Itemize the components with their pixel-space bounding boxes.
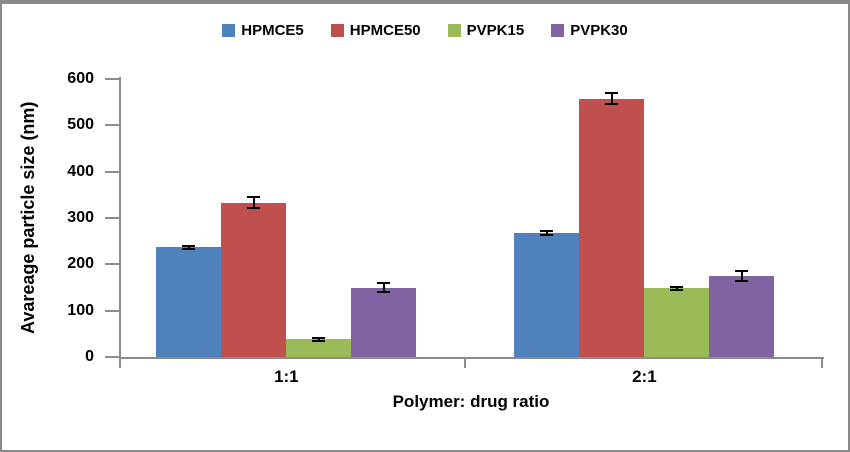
error-bar [675, 287, 678, 290]
y-tick-mark [105, 217, 120, 219]
y-tick-mark [105, 309, 120, 312]
y-axis-line [119, 77, 121, 359]
error-bar [252, 197, 255, 209]
error-bar [317, 337, 320, 342]
legend-item-pvpk30: PVPK30 [551, 22, 628, 39]
y-tick-mark [105, 263, 120, 266]
bar-pvpk15-1to1 [286, 339, 352, 357]
legend-item-pvpk15: PVPK15 [447, 22, 525, 39]
legend-label: HPMCE5 [241, 22, 304, 39]
x-axis-title: Polymer: drug ratio [392, 392, 550, 411]
y-tick-label: 500 [67, 116, 94, 134]
legend-swatch-icon [447, 24, 461, 37]
y-tick-label: 300 [67, 209, 94, 226]
legend-label: HPMCE50 [349, 22, 421, 39]
y-tick-label: 600 [67, 70, 94, 87]
x-category-label: 2:1 [632, 367, 657, 386]
bar-hpmce50-1to1 [221, 202, 287, 357]
x-category-label: 1:1 [274, 367, 299, 386]
legend-swatch-icon [330, 24, 344, 37]
y-tick-mark [105, 78, 120, 80]
error-bar [610, 93, 613, 105]
x-tick-mark [464, 357, 467, 368]
chart-legend: HPMCE5 HPMCE50 PVPK15 PVPK30 [2, 22, 848, 39]
bar-pvpk30-1to1 [351, 287, 417, 357]
error-bar-cap [735, 280, 749, 282]
bar-hpmce5-1to1 [156, 247, 222, 357]
error-bar-cap [182, 244, 196, 247]
error-bar-cap [540, 233, 554, 236]
error-bar-cap [377, 291, 391, 294]
legend-label: PVPK15 [466, 22, 525, 39]
error-bar-cap [670, 288, 684, 291]
error-bar-cap [182, 247, 196, 250]
error-bar-cap [247, 207, 261, 210]
error-bar-cap [540, 229, 554, 232]
error-bar-cap [312, 340, 326, 343]
error-bar [382, 282, 385, 293]
error-bar-cap [247, 196, 261, 199]
error-bar [545, 230, 548, 235]
error-bar [740, 270, 743, 281]
error-bar [187, 245, 190, 249]
legend-label: PVPK30 [570, 22, 628, 39]
x-tick-mark [821, 357, 823, 368]
legend-item-hpmce5: HPMCE5 [222, 22, 304, 39]
bar-pvpk15-2to1 [644, 288, 710, 357]
error-bar-cap [605, 103, 619, 106]
legend-swatch-icon [222, 24, 236, 37]
error-bar-cap [605, 92, 619, 95]
x-tick-mark [119, 357, 121, 368]
y-tick-label: 0 [85, 348, 94, 365]
legend-swatch-icon [551, 24, 565, 37]
y-tick-mark [105, 170, 120, 173]
legend-item-hpmce50: HPMCE50 [330, 22, 421, 39]
error-bar-cap [670, 286, 684, 289]
y-tick-mark [105, 124, 120, 127]
y-tick-label: 400 [67, 162, 94, 180]
error-bar-cap [735, 269, 749, 272]
error-bar-cap [377, 281, 391, 284]
y-tick-label: 200 [67, 255, 94, 273]
bar-hpmce5-2to1 [514, 232, 580, 357]
x-axis-line [119, 357, 824, 359]
bar-pvpk30-2to1 [709, 275, 775, 357]
bar-hpmce50-2to1 [579, 98, 645, 357]
error-bar-cap [312, 336, 326, 339]
y-tick-label: 100 [67, 301, 94, 319]
y-tick-mark [105, 356, 120, 358]
